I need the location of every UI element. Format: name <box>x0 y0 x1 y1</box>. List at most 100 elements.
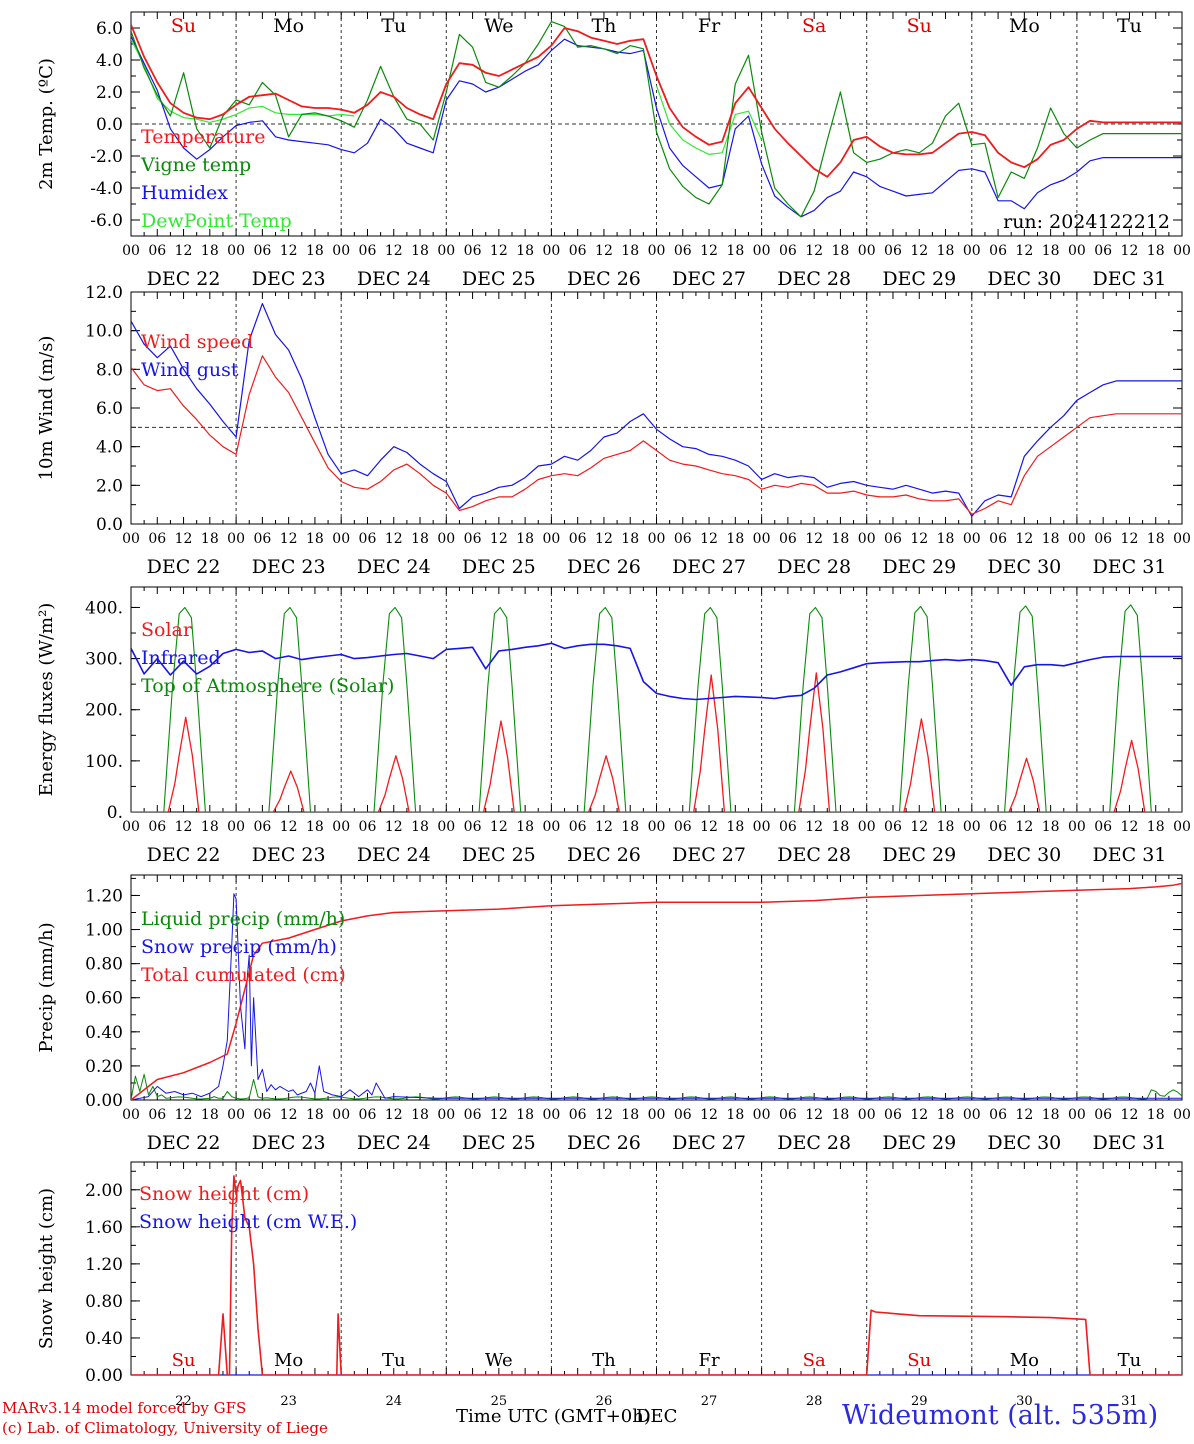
x-hour-label: 00 <box>858 819 876 835</box>
series-group <box>131 303 1182 517</box>
panel-precip: 0.00 0.20 0.40 0.60 0.80 1.00 1.20 Precip (mm/h… <box>36 874 1191 1154</box>
x-hour-label: 06 <box>464 243 482 259</box>
legend-label: Infrared <box>141 647 221 669</box>
x-hour-label: 12 <box>700 819 718 835</box>
x-hour-label: 18 <box>306 243 324 259</box>
x-date-label: DEC 26 <box>567 844 641 866</box>
panel-flux: 0. 100. 200. 300. 400. Energy fluxes (W/m²) 00… <box>36 586 1191 866</box>
x-hour-label: 00 <box>332 819 350 835</box>
weekday-label: Tu <box>1117 15 1142 37</box>
legend-label: DewPoint Temp <box>141 210 292 232</box>
x-hour-label: 18 <box>726 243 744 259</box>
x-hour-label: 00 <box>1173 243 1191 259</box>
x-hour-label: 12 <box>805 243 823 259</box>
series-line-solar <box>131 672 1182 812</box>
x-hour-label: 06 <box>674 243 692 259</box>
panel-temp: -6.0 -4.0 -2.0 0.0 2.0 4.0 6.0 2m Temp. (ºC) 00 0… <box>36 11 1191 290</box>
x-date-label: DEC 26 <box>567 1132 641 1154</box>
x-hour-label: 18 <box>201 531 219 547</box>
x-hour-label: 12 <box>1015 531 1033 547</box>
x-hour-label: 00 <box>963 819 981 835</box>
panel-snow: 0.00 0.40 0.80 1.20 1.60 2.00 Snow height (cm)… <box>36 1161 1183 1409</box>
x-hour-label: 00 <box>753 1107 771 1123</box>
y-tick-label: 2.00 <box>85 1181 123 1201</box>
x-hour-label: 12 <box>595 531 613 547</box>
weekday-label: Th <box>592 1350 616 1371</box>
x-day-number: 23 <box>280 1394 297 1409</box>
x-day-number: 30 <box>1016 1394 1033 1409</box>
x-hour-label: 00 <box>227 243 245 259</box>
series-group <box>131 604 1182 812</box>
x-hour-label: 00 <box>753 531 771 547</box>
x-hour-label: 06 <box>989 243 1007 259</box>
series-line-snow-precip <box>131 893 1182 1100</box>
x-date-label: DEC 24 <box>357 556 431 578</box>
x-hour-label: 18 <box>726 1107 744 1123</box>
x-hour-label: 00 <box>648 531 666 547</box>
series-line-vigne-temp <box>131 21 1182 218</box>
weekday-label: Fr <box>698 15 721 37</box>
x-hour-label: 06 <box>674 531 692 547</box>
y-tick-label: 1.20 <box>85 886 123 906</box>
x-date-label: DEC 24 <box>357 1132 431 1154</box>
legend-label: Temperature <box>141 126 265 148</box>
x-hour-label: 06 <box>148 1107 166 1123</box>
x-hour-label: 06 <box>779 1107 797 1123</box>
weekday-label: Mo <box>1009 15 1040 37</box>
x-hour-label: 06 <box>464 1107 482 1123</box>
time-axis-overlay: DEC <box>636 1406 678 1427</box>
x-hour-label: 00 <box>542 1107 560 1123</box>
x-hour-label: 00 <box>963 1107 981 1123</box>
y-tick-label: 12.0 <box>85 283 123 303</box>
time-axis-label: Time UTC (GMT+0h) <box>456 1406 651 1427</box>
series-line-wind-gust <box>131 303 1182 517</box>
y-tick-label: -6.0 <box>90 211 123 231</box>
x-hour-label: 06 <box>253 1107 271 1123</box>
x-date-label: DEC 24 <box>357 268 431 290</box>
y-axis-label: 10m Wind (m/s) <box>36 336 57 481</box>
x-hour-label: 18 <box>201 1107 219 1123</box>
x-hour-label: 06 <box>884 819 902 835</box>
x-date-label: DEC 30 <box>987 844 1061 866</box>
x-hour-label: 00 <box>227 1107 245 1123</box>
x-date-label: DEC 28 <box>777 1132 851 1154</box>
y-axis-label: Energy fluxes (W/m²) <box>36 603 57 797</box>
x-hour-label: 12 <box>490 531 508 547</box>
x-hour-label: 18 <box>516 243 534 259</box>
x-hour-label: 12 <box>385 531 403 547</box>
x-hour-label: 12 <box>175 243 193 259</box>
x-hour-label: 12 <box>595 819 613 835</box>
x-hour-label: 06 <box>464 819 482 835</box>
x-hour-label: 06 <box>1094 819 1112 835</box>
x-hour-label: 18 <box>937 1107 955 1123</box>
x-date-label: DEC 23 <box>252 1132 326 1154</box>
credit-line-2: (c) Lab. of Climatology, University of L… <box>2 1419 328 1437</box>
x-hour-label: 18 <box>621 819 639 835</box>
weekday-label: Fr <box>699 1350 720 1371</box>
x-hour-label: 06 <box>253 243 271 259</box>
x-date-label: DEC 22 <box>147 556 221 578</box>
y-tick-label: 1.60 <box>85 1218 123 1238</box>
x-date-label: DEC 22 <box>147 844 221 866</box>
y-tick-label: 0. <box>107 803 123 823</box>
x-hour-label: 00 <box>437 243 455 259</box>
x-hour-label: 06 <box>779 243 797 259</box>
x-day-number: 24 <box>385 1394 402 1409</box>
y-tick-label: 0.40 <box>85 1329 123 1349</box>
x-hour-label: 18 <box>832 819 850 835</box>
legend-label: Wind speed <box>141 331 253 353</box>
weekday-label: Sa <box>802 15 826 37</box>
x-hour-label: 18 <box>1042 531 1060 547</box>
x-hour-label: 00 <box>753 243 771 259</box>
x-hour-label: 06 <box>884 243 902 259</box>
x-hour-label: 12 <box>280 531 298 547</box>
x-hour-label: 18 <box>621 243 639 259</box>
x-hour-label: 12 <box>910 243 928 259</box>
x-hour-label: 12 <box>805 819 823 835</box>
x-hour-label: 00 <box>122 243 140 259</box>
y-tick-label: 300. <box>85 650 123 670</box>
weekday-label: Mo <box>274 1350 303 1371</box>
x-hour-label: 18 <box>306 531 324 547</box>
x-hour-label: 18 <box>201 819 219 835</box>
x-date-label: DEC 23 <box>252 844 326 866</box>
